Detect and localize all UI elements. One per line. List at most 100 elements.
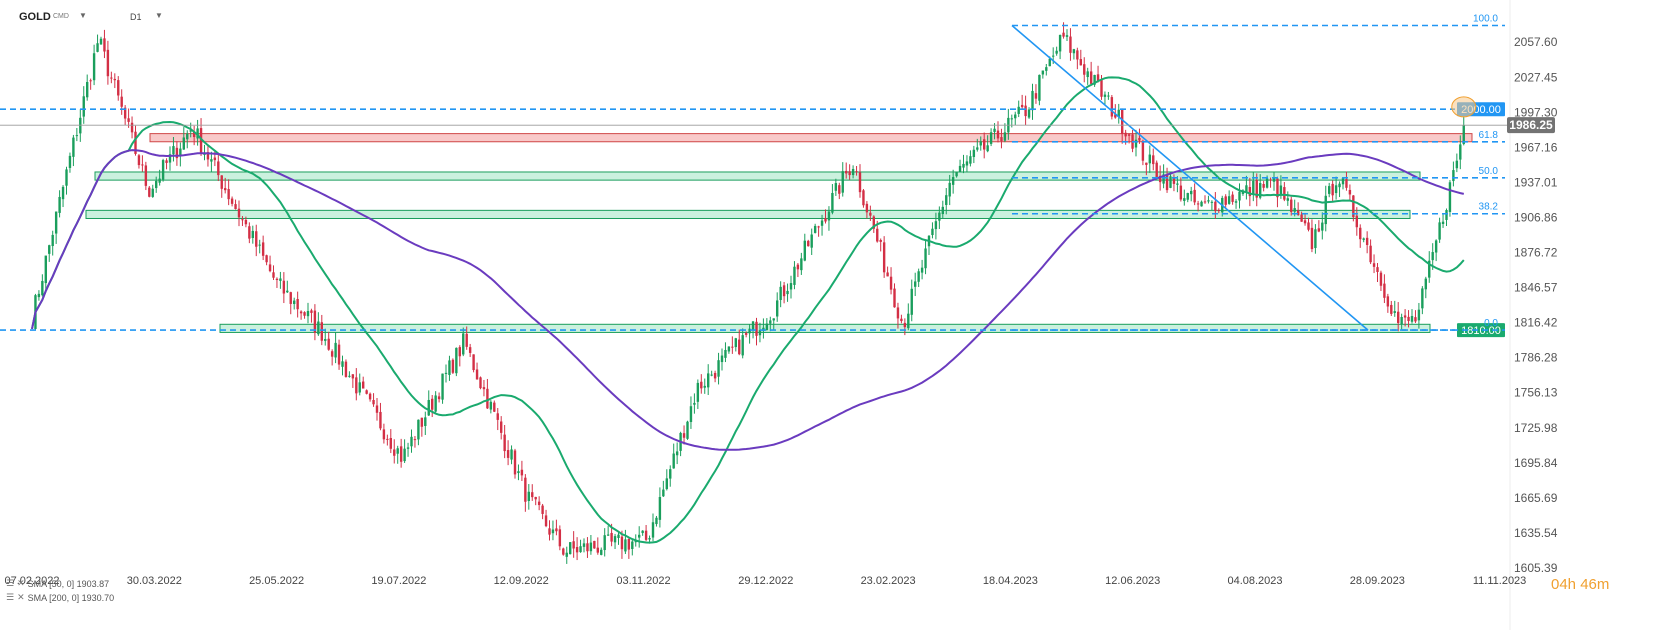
candle-body <box>1214 201 1217 212</box>
candle-body <box>717 360 720 377</box>
key-level-tag-label: 1810.00 <box>1461 325 1501 337</box>
candle-body <box>862 190 865 206</box>
candle-body <box>289 292 292 304</box>
chevron-down-icon[interactable]: ▼ <box>155 11 163 20</box>
y-tick-label: 1665.69 <box>1514 491 1558 505</box>
candle-body <box>420 417 424 427</box>
chevron-down-icon[interactable]: ▼ <box>79 11 87 20</box>
x-tick-label: 07.02.2022 <box>4 575 59 587</box>
candle-body <box>317 321 320 335</box>
candle-body <box>596 547 599 553</box>
candle-body <box>465 333 468 347</box>
candle-body <box>358 382 361 393</box>
candle-body <box>186 133 189 140</box>
timeframe-selector[interactable]: D1 <box>130 12 142 22</box>
candle-body <box>68 155 72 168</box>
candle-body <box>1065 35 1069 37</box>
candle-body <box>710 374 713 376</box>
fib-level-label: 50.0 <box>1479 166 1499 177</box>
candle-body <box>1165 174 1169 191</box>
candle-body <box>779 286 782 301</box>
candle-body <box>1462 125 1465 145</box>
candle-body <box>955 172 958 177</box>
sma50-legend[interactable]: ☰ ✕ SMA [50, 0] 1903.87 <box>6 578 109 589</box>
candle-body <box>1024 105 1027 117</box>
candle-body <box>368 393 372 400</box>
sma200-label: SMA [200, 0] 1930.70 <box>27 592 115 603</box>
candle-body <box>513 450 517 475</box>
candle-body <box>462 333 465 355</box>
candle-body <box>217 161 220 176</box>
candle-body <box>123 107 127 119</box>
menu-icon[interactable]: ☰ <box>6 592 15 602</box>
candle-body <box>1303 220 1307 224</box>
candle-body <box>541 505 544 514</box>
symbol-name[interactable]: GOLD <box>19 11 51 23</box>
candle-body <box>310 310 313 313</box>
candle-body <box>341 361 344 367</box>
candle-body <box>399 446 403 462</box>
candle-body <box>1031 90 1034 111</box>
candle-body <box>382 429 386 440</box>
sma200-legend[interactable]: ☰ ✕ SMA [200, 0] 1930.70 <box>6 592 114 603</box>
candle-body <box>196 128 199 139</box>
candle-body <box>324 338 327 341</box>
candle-body <box>479 377 482 389</box>
candle-body <box>624 539 627 552</box>
candle-body <box>1324 195 1327 225</box>
candle-body <box>641 530 644 534</box>
candle-body <box>1093 74 1096 85</box>
candle-body <box>558 529 562 547</box>
candle-body <box>127 118 130 122</box>
sma200-line <box>31 149 1465 451</box>
candle-body <box>969 156 972 164</box>
candle-body <box>1210 201 1214 203</box>
candle-body <box>620 536 624 550</box>
candle-body <box>1431 252 1434 261</box>
chart-toolbar: GOLD CMD ▼ D1 ▼ <box>0 0 400 28</box>
candle-body <box>1255 180 1258 198</box>
candle-body <box>1076 50 1079 60</box>
candle-body <box>1448 182 1452 212</box>
candle-body <box>54 211 58 234</box>
candle-body <box>448 360 451 375</box>
candle-body <box>1158 175 1162 183</box>
candle-body <box>1328 186 1331 194</box>
candle-body <box>517 471 520 474</box>
candle-body <box>1238 191 1241 201</box>
x-tick-label: 11.11.2023 <box>1473 575 1526 587</box>
y-tick-label: 1605.39 <box>1514 561 1558 575</box>
candle-body <box>255 231 258 247</box>
candle-body <box>161 160 165 180</box>
candle-body <box>213 157 217 161</box>
candle-body <box>1231 194 1234 202</box>
candle-body <box>693 402 696 405</box>
candle-body <box>234 204 237 210</box>
x-tick-label: 19.07.2022 <box>371 575 426 587</box>
y-tick-label: 1997.30 <box>1514 105 1558 119</box>
candle-body <box>1290 199 1293 212</box>
candle-body <box>700 381 703 389</box>
candle-body <box>1117 109 1120 118</box>
menu-icon[interactable]: ☰ <box>6 578 15 588</box>
candle-body <box>662 489 665 497</box>
candle-body <box>855 171 858 173</box>
candle-body <box>575 547 579 553</box>
candle-body <box>1455 160 1459 169</box>
candle-body <box>272 272 275 278</box>
close-icon[interactable]: ✕ <box>17 592 25 602</box>
fib-level-label: 100.0 <box>1473 13 1498 24</box>
candle-body <box>848 171 851 176</box>
candle-body <box>306 310 310 317</box>
close-icon[interactable]: ✕ <box>17 578 25 588</box>
candle-body <box>896 307 900 319</box>
candle-body <box>1379 272 1383 286</box>
candle-body <box>110 77 113 79</box>
candle-body <box>1403 315 1407 318</box>
candle-body <box>1259 183 1262 198</box>
candle-body <box>951 177 955 185</box>
candle-body <box>1193 189 1196 203</box>
candle-body <box>1421 288 1424 309</box>
candle-body <box>1321 222 1324 231</box>
